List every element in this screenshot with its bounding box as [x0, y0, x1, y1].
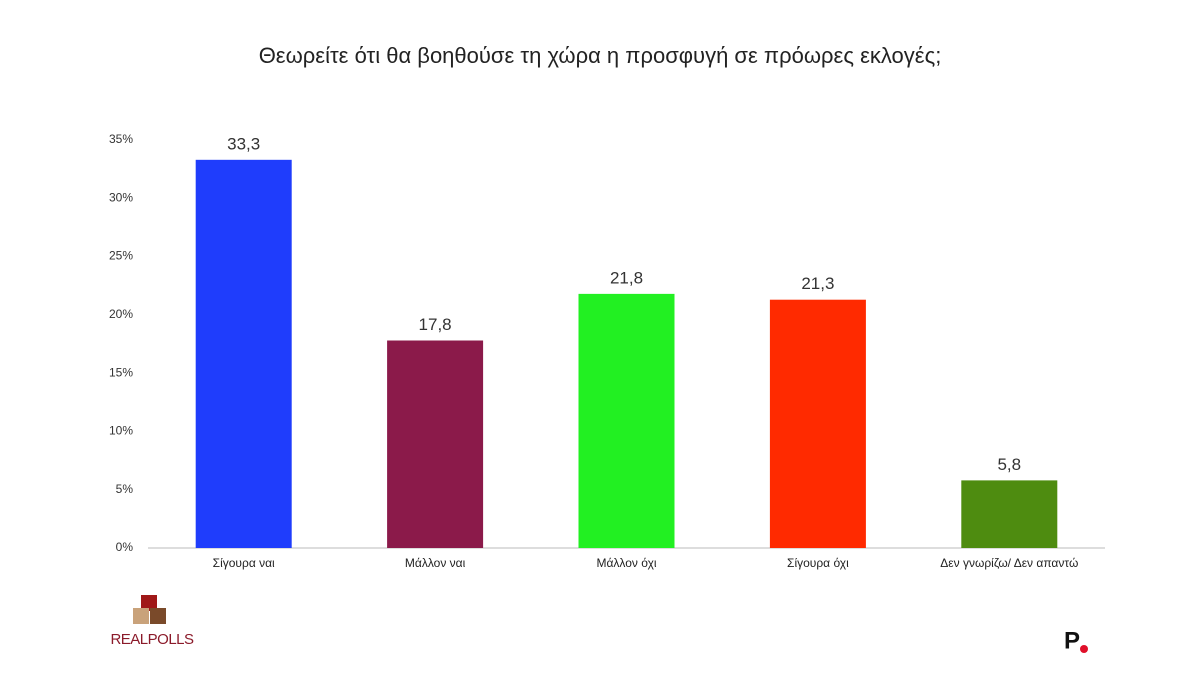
bar — [961, 480, 1058, 548]
value-label: 33,3 — [227, 134, 260, 153]
bar — [387, 340, 484, 548]
x-tick-label: Σίγουρα όχι — [787, 556, 849, 570]
value-label: 5,8 — [997, 455, 1021, 474]
y-tick-label: 15% — [109, 365, 133, 379]
logo-cube — [133, 608, 149, 624]
realpolls-logo: REALPOLLS — [110, 595, 195, 648]
bar — [769, 299, 866, 548]
logo-cube — [141, 595, 157, 611]
logo-cube — [150, 608, 166, 624]
value-label: 17,8 — [419, 315, 452, 334]
y-tick-label: 5% — [116, 482, 134, 496]
chart-title: Θεωρείτε ότι θα βοηθούσε τη χώρα η προσφ… — [259, 43, 942, 68]
y-tick-label: 25% — [109, 249, 133, 263]
x-tick-label: Μάλλον όχι — [596, 556, 656, 570]
bar — [578, 293, 675, 548]
brand-dot — [1080, 645, 1088, 653]
x-tick-label: Μάλλον ναι — [405, 556, 466, 570]
y-tick-label: 0% — [116, 540, 134, 554]
y-tick-label: 20% — [109, 307, 133, 321]
x-tick-label: Σίγουρα ναι — [213, 556, 275, 570]
y-tick-label: 30% — [109, 190, 133, 204]
x-tick-label: Δεν γνωρίζω/ Δεν απαντώ — [940, 556, 1078, 570]
value-label: 21,3 — [801, 274, 834, 293]
y-tick-label: 10% — [109, 424, 133, 438]
brand-mark: P — [1064, 627, 1080, 654]
bar — [195, 159, 292, 548]
y-tick-label: 35% — [109, 132, 133, 146]
logo-text: REALPOLLS — [110, 631, 194, 648]
value-label: 21,8 — [610, 268, 643, 287]
